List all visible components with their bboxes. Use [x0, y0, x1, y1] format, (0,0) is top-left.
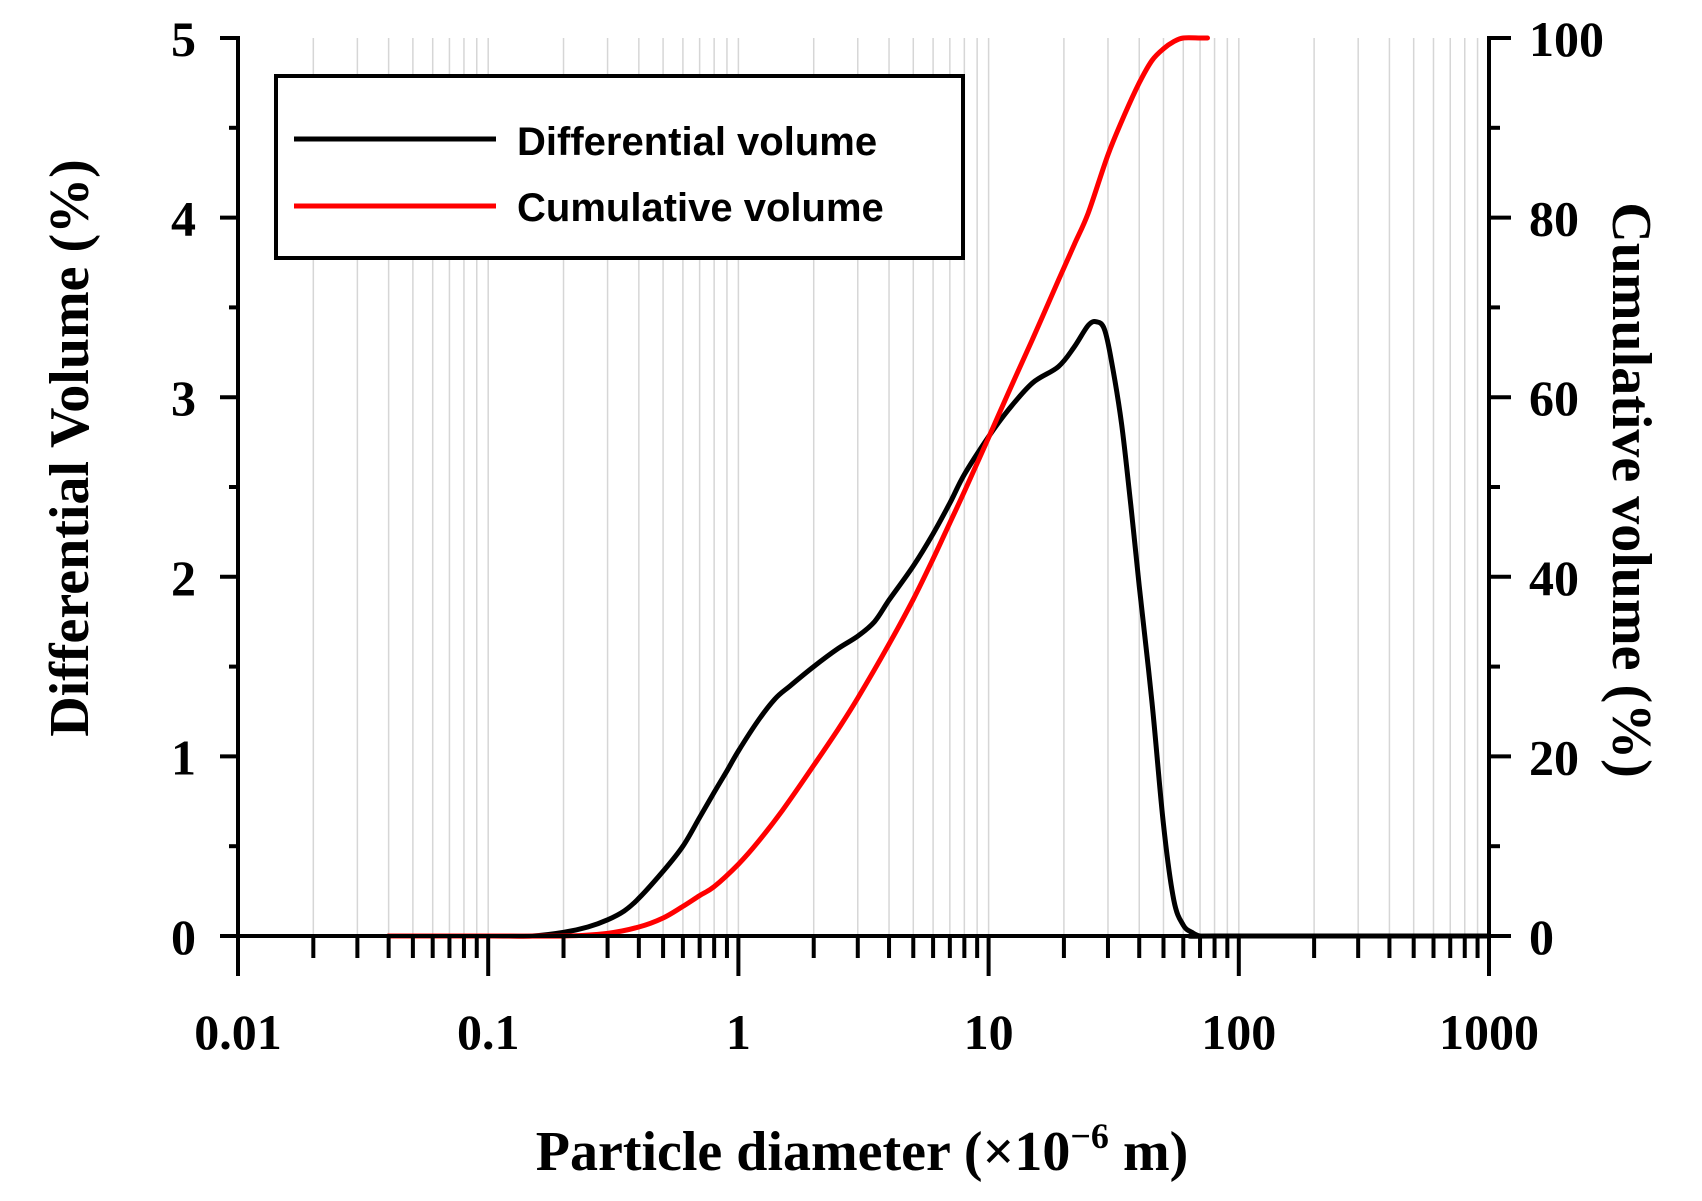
y-right-tick-label: 80 [1529, 191, 1579, 247]
series-line-cumulative-volume [386, 35, 1210, 939]
y-left-tick-label: 5 [171, 11, 196, 67]
tick-labels: 0.01 0.1 1 10 100 1000 0 1 2 3 4 5 0 20 40 60 80 100 [171, 11, 1604, 1060]
legend-label-differential: Differential volume [517, 120, 877, 164]
y-axis-left-title: Differential Volume (%) [39, 159, 101, 737]
legend-label-cumulative: Cumulative volume [517, 186, 884, 230]
y-left-tick-label: 3 [171, 370, 196, 426]
y-left-tick-label: 1 [171, 729, 196, 785]
y-right-tick-label: 100 [1529, 11, 1604, 67]
series-layer [386, 35, 1492, 939]
x-tick-label: 1000 [1439, 1004, 1539, 1060]
legend-box [274, 74, 965, 260]
x-tick-label: 0.1 [457, 1004, 520, 1060]
y-right-tick-label: 20 [1529, 729, 1579, 785]
y-right-tick-label: 60 [1529, 370, 1579, 426]
y-right-tick-label: 0 [1529, 909, 1554, 965]
legend: Differential volume Cumulative volume [274, 74, 965, 260]
y-right-tick-label: 40 [1529, 550, 1579, 606]
y-left-tick-label: 0 [171, 909, 196, 965]
x-axis-title: Particle diameter (×10−6 m) [536, 1116, 1188, 1183]
x-tick-label: 1 [726, 1004, 751, 1060]
y-left-tick-label: 4 [171, 191, 196, 247]
series-line-differential-volume [386, 319, 1492, 939]
ticks [220, 36, 1511, 976]
y-left-tick-label: 2 [171, 550, 196, 606]
x-tick-label: 100 [1201, 1004, 1276, 1060]
x-tick-label: 10 [964, 1004, 1014, 1060]
x-tick-label: 0.01 [194, 1004, 282, 1060]
y-axis-right-title: Cumulative volume (%) [1600, 202, 1662, 778]
